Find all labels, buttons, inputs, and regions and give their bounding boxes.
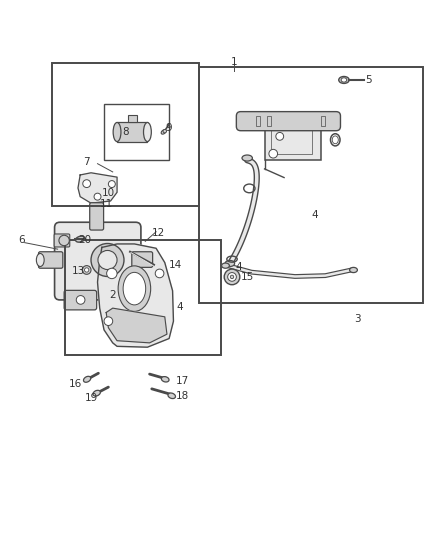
- Bar: [256, 116, 260, 126]
- Text: 19: 19: [85, 393, 98, 403]
- Ellipse shape: [350, 268, 357, 272]
- Circle shape: [163, 130, 166, 133]
- Circle shape: [224, 269, 240, 285]
- FancyBboxPatch shape: [39, 252, 63, 268]
- Text: 15: 15: [240, 272, 254, 282]
- Circle shape: [106, 268, 117, 279]
- Circle shape: [82, 265, 91, 274]
- FancyBboxPatch shape: [64, 290, 97, 310]
- Text: 5: 5: [365, 75, 372, 85]
- Ellipse shape: [161, 377, 169, 382]
- Bar: [65, 240, 221, 356]
- Ellipse shape: [242, 155, 252, 161]
- Circle shape: [276, 132, 284, 140]
- FancyBboxPatch shape: [55, 222, 141, 300]
- Bar: [104, 104, 169, 160]
- Ellipse shape: [84, 376, 91, 382]
- Bar: [321, 116, 325, 126]
- Polygon shape: [106, 308, 167, 343]
- Circle shape: [76, 296, 85, 304]
- Polygon shape: [98, 244, 173, 347]
- Bar: [265, 117, 321, 160]
- Circle shape: [230, 275, 234, 279]
- Bar: [199, 67, 423, 303]
- Bar: [52, 62, 199, 206]
- Circle shape: [108, 181, 115, 188]
- Ellipse shape: [161, 130, 166, 134]
- Text: 3: 3: [354, 314, 361, 325]
- Text: 4: 4: [177, 302, 183, 312]
- Text: 13: 13: [71, 266, 85, 276]
- Text: 4: 4: [235, 262, 242, 271]
- Text: 16: 16: [69, 378, 82, 389]
- Ellipse shape: [168, 393, 176, 399]
- Bar: [128, 115, 137, 123]
- Text: 20: 20: [78, 236, 91, 246]
- Circle shape: [83, 180, 91, 188]
- Circle shape: [269, 149, 278, 158]
- Text: 10: 10: [102, 188, 115, 198]
- Text: 4: 4: [311, 211, 318, 220]
- Bar: [271, 123, 312, 154]
- FancyBboxPatch shape: [237, 111, 340, 131]
- Text: 9: 9: [166, 123, 173, 133]
- Ellipse shape: [75, 236, 85, 242]
- Circle shape: [59, 235, 69, 246]
- Text: 14: 14: [169, 260, 182, 270]
- Text: 1: 1: [231, 56, 237, 67]
- Text: 8: 8: [122, 127, 129, 137]
- Circle shape: [155, 269, 164, 278]
- FancyBboxPatch shape: [132, 252, 152, 268]
- Ellipse shape: [36, 254, 44, 266]
- Ellipse shape: [225, 261, 235, 266]
- Circle shape: [94, 193, 101, 200]
- Ellipse shape: [123, 272, 146, 305]
- Bar: [267, 116, 271, 126]
- Ellipse shape: [113, 123, 121, 142]
- Text: 6: 6: [18, 236, 25, 246]
- Circle shape: [91, 244, 124, 277]
- Text: 11: 11: [99, 199, 113, 208]
- Circle shape: [228, 272, 237, 281]
- Text: 7: 7: [83, 157, 90, 167]
- Circle shape: [85, 268, 89, 272]
- Text: 2: 2: [110, 290, 116, 300]
- Text: 18: 18: [176, 391, 189, 401]
- FancyBboxPatch shape: [90, 203, 104, 230]
- Ellipse shape: [144, 123, 151, 142]
- Ellipse shape: [118, 266, 151, 311]
- Ellipse shape: [341, 78, 347, 82]
- Bar: [117, 123, 148, 142]
- Polygon shape: [78, 173, 117, 203]
- Ellipse shape: [339, 76, 349, 84]
- Circle shape: [98, 251, 117, 270]
- Text: 12: 12: [152, 228, 165, 238]
- FancyBboxPatch shape: [54, 234, 70, 247]
- Ellipse shape: [222, 263, 230, 268]
- Text: 17: 17: [176, 376, 189, 385]
- Circle shape: [104, 317, 113, 326]
- Ellipse shape: [93, 390, 100, 396]
